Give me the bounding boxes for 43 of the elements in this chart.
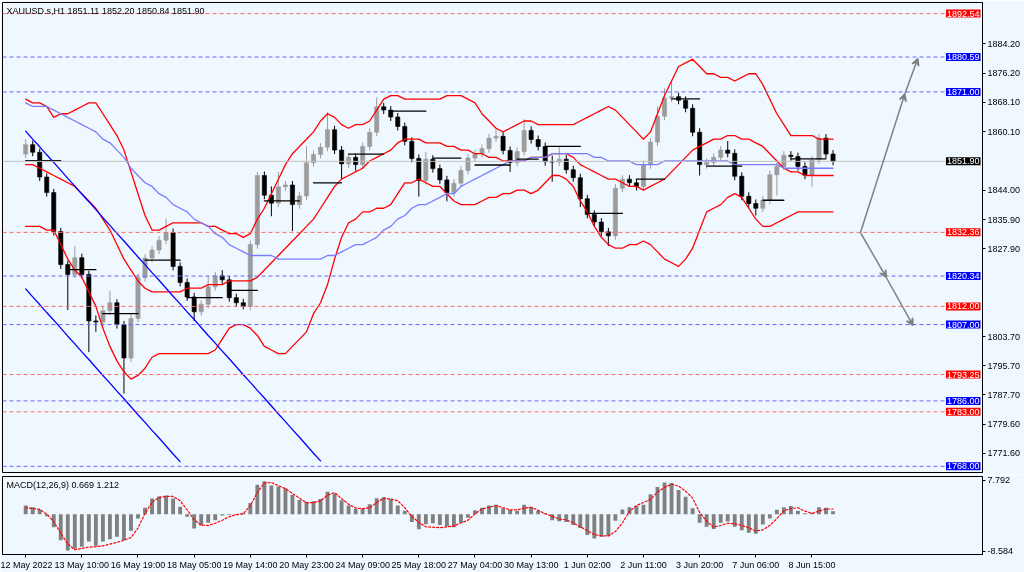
y-tick-label: 1795.70 — [987, 360, 1021, 371]
ref-line-label: 1768.00 — [946, 461, 980, 472]
y-tick-label: 1868.10 — [987, 97, 1021, 108]
y-tick-label: 1844.00 — [987, 185, 1021, 196]
ref-line-label: 1880.59 — [946, 52, 980, 63]
x-tick-label: 25 May 18:00 — [391, 559, 447, 570]
x-tick-label: 1 Jun 02:00 — [563, 559, 611, 570]
x-tick-label: 12 May 2022 — [0, 559, 53, 570]
y-tick-label: 7.792 — [987, 475, 1011, 486]
ref-line-label: 1851.90 — [946, 156, 980, 167]
ref-line-label: 1871.00 — [946, 86, 980, 97]
chart-title: MACD(12,26,9) 0.669 1.212 — [6, 479, 120, 490]
y-tick-label: 1779.60 — [987, 419, 1021, 430]
ref-line-label: 1793.25 — [946, 369, 980, 380]
y-tick-label: 1803.70 — [987, 331, 1021, 342]
ref-line-label: 1892.54 — [946, 8, 980, 19]
y-tick-label: 1787.70 — [987, 389, 1021, 400]
y-tick-label: 1771.60 — [987, 448, 1021, 459]
y-tick-label: 1876.20 — [987, 68, 1021, 79]
x-tick-label: 2 Jun 11:00 — [620, 559, 667, 570]
x-tick-label: 30 May 13:00 — [503, 559, 559, 570]
y-tick-label: 1827.90 — [987, 243, 1021, 254]
x-tick-label: 18 May 05:00 — [166, 559, 222, 570]
chart-title: XAUUSD.s,H1 1851.11 1852.20 1850.84 1851.90 — [6, 5, 205, 16]
x-tick-label: 24 May 09:00 — [335, 559, 390, 570]
x-tick-label: 19 May 14:00 — [223, 559, 278, 570]
ref-line-label: 1812.00 — [946, 301, 980, 312]
x-tick-label: 20 May 23:00 — [279, 559, 334, 570]
ref-line-label: 1807.00 — [946, 319, 980, 330]
x-tick-label: 16 May 19:00 — [110, 559, 166, 570]
y-tick-label: -8.584 — [987, 546, 1014, 557]
x-tick-label: 8 Jun 15:00 — [788, 559, 836, 570]
x-tick-label: 3 Jun 20:00 — [676, 559, 724, 570]
ref-line-label: 1832.36 — [946, 227, 980, 238]
x-tick-label: 7 Jun 06:00 — [732, 559, 780, 570]
y-tick-label: 1884.20 — [987, 38, 1021, 49]
ref-line-label: 1783.00 — [946, 406, 980, 417]
ref-line-label: 1820.34 — [946, 271, 980, 282]
ref-line-label: 1786.00 — [946, 395, 980, 406]
y-tick-label: 1860.10 — [987, 126, 1021, 137]
x-tick-label: 13 May 10:00 — [54, 559, 110, 570]
x-tick-label: 27 May 04:00 — [447, 559, 503, 570]
y-tick-label: 1835.90 — [987, 214, 1021, 225]
